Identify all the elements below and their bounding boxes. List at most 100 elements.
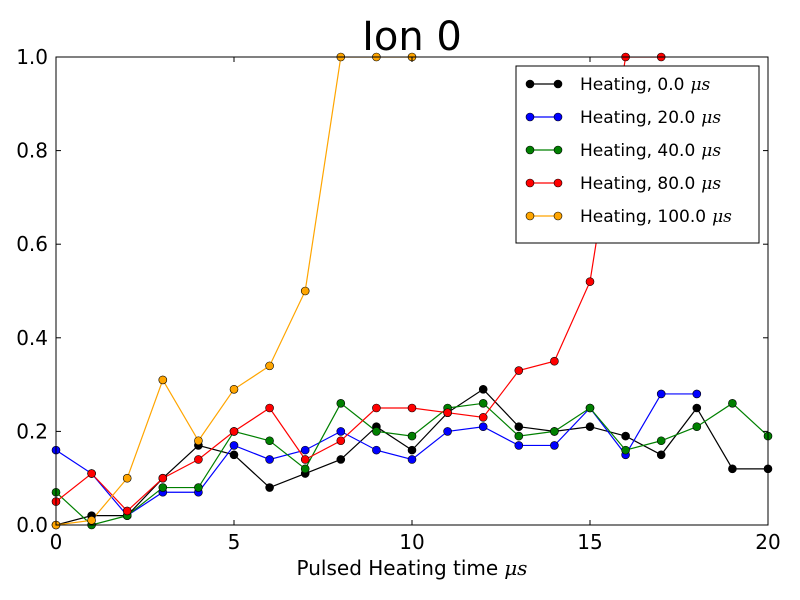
series-heating-0-0-point — [478, 384, 488, 394]
x-axis-label: Pulsed Heating time μs — [297, 556, 528, 580]
series-heating-20-0-point — [550, 441, 559, 450]
series-heating-20-0-point — [265, 455, 274, 464]
series-heating-20-0-point — [656, 389, 666, 399]
legend-entry-label: Heating, 100.0 μs — [580, 207, 732, 227]
legend-swatch-marker — [553, 178, 563, 188]
series-heating-80-0-point — [158, 473, 168, 483]
series-heating-20-0-point — [478, 422, 488, 432]
series-heating-80-0-point — [585, 277, 595, 286]
series-heating-20-0-point — [407, 455, 417, 464]
legend-entry-label: Heating, 80.0 μs — [580, 174, 721, 194]
legend-entry-name: Heating, 20.0 — [580, 108, 695, 128]
legend-entry-name: Heating, 40.0 — [580, 141, 695, 161]
y-tick-label: 1.0 — [16, 45, 48, 69]
series-heating-40-0-point — [336, 399, 346, 408]
axes: 0 5 10 15 20 0.0 0.2 0.4 0.6 0.8 1.0 — [16, 45, 781, 554]
series-heating-0-0-point — [585, 422, 595, 432]
series-heating-40-0-line — [56, 402, 768, 525]
series-heating-0-0-point — [656, 450, 666, 460]
legend-swatch-marker — [525, 145, 535, 155]
series-heating-80-0-point — [300, 455, 310, 464]
x-tick-label: 15 — [577, 530, 602, 554]
series-heating-40-0-point — [158, 483, 168, 492]
series-heating-80-0-point — [407, 403, 417, 413]
series-heating-0-0-point — [514, 422, 524, 432]
x-axis-label-unit: μs — [504, 556, 527, 580]
series-heating-0-0-point — [336, 455, 346, 464]
y-tick-label: 0.0 — [16, 513, 48, 537]
series-heating-40-0-point — [550, 427, 559, 436]
series-heating-20-0-point — [336, 427, 346, 436]
series-heating-100-0-point — [87, 516, 96, 525]
x-tick-label: 0 — [50, 530, 63, 554]
legend-swatch-marker — [525, 79, 535, 89]
series-heating-0-0-point — [407, 445, 417, 455]
series-heating-80-0-point — [478, 413, 488, 422]
y-tick-label: 0.4 — [16, 326, 48, 350]
series-heating-20-0-point — [514, 441, 524, 450]
series-heating-40-0-point — [372, 427, 381, 436]
series-heating-100-0-point — [300, 286, 310, 296]
series-heating-80-0-point — [265, 403, 274, 413]
series-heating-0-0-point — [621, 431, 630, 441]
legend-entry-unit: μs — [701, 108, 721, 128]
series-heating-20-0-point — [692, 389, 702, 399]
legend-entry-label: Heating, 0.0 μs — [580, 75, 711, 95]
legend-swatch-marker — [553, 145, 563, 155]
y-tick-label: 0.6 — [16, 232, 48, 256]
legend-swatch-marker — [553, 211, 563, 221]
series-heating-80-0-line — [56, 57, 662, 512]
legend-entry-unit: μs — [712, 207, 732, 227]
legend-entry-unit: μs — [701, 174, 721, 194]
series-heating-0-0-point — [229, 450, 239, 460]
x-tick-label: 20 — [755, 530, 780, 554]
series-heating-0-0-point — [728, 464, 737, 474]
series-heating-80-0-point — [550, 356, 559, 366]
legend-entry-label: Heating, 40.0 μs — [580, 141, 721, 161]
series-markers — [51, 52, 773, 530]
series-heating-40-0-point — [656, 436, 666, 446]
legend-swatch-marker — [525, 112, 535, 122]
y-tick-label: 0.8 — [16, 139, 48, 163]
series-heating-40-0-point — [692, 422, 702, 432]
series-heating-40-0-point — [514, 431, 524, 441]
series-heating-0-0-point — [692, 403, 702, 413]
series-heating-40-0-point — [478, 399, 488, 408]
series-heating-40-0-point — [585, 403, 595, 413]
legend-entry-name: Heating, 0.0 — [580, 75, 684, 95]
series-heating-20-0-point — [372, 445, 381, 455]
series-heating-40-0-point — [407, 431, 417, 441]
legend-swatch-marker — [525, 211, 535, 221]
series-heating-20-0-point — [229, 441, 239, 450]
series-heating-40-0-point — [300, 464, 310, 474]
legend-entry-name: Heating, 100.0 — [580, 207, 706, 227]
legend-entry-unit: μs — [701, 141, 721, 161]
series-heating-20-0-point — [443, 427, 452, 436]
chart-title: Ion 0 — [362, 14, 462, 60]
series-heating-80-0-point — [229, 427, 239, 436]
legend-swatch-marker — [525, 178, 535, 188]
x-tick-label: 10 — [399, 530, 424, 554]
series-heating-80-0-point — [514, 366, 524, 375]
series-heating-100-0-point — [194, 436, 203, 446]
series-heating-100-0-point — [265, 361, 274, 371]
series-heating-40-0-point — [194, 483, 203, 492]
legend-swatch-marker — [553, 79, 563, 89]
legend-entry-label: Heating, 20.0 μs — [580, 108, 721, 128]
series-heating-80-0-point — [372, 403, 381, 413]
series-heating-40-0-point — [728, 399, 737, 408]
legend-entry-name: Heating, 80.0 — [580, 174, 695, 194]
series-heating-80-0-point — [87, 469, 96, 478]
series-heating-100-0-point — [122, 473, 132, 483]
series-heating-40-0-point — [621, 445, 630, 455]
series-heating-80-0-point — [443, 408, 452, 417]
plot-area — [51, 52, 773, 530]
series-heating-0-0-point — [265, 483, 274, 492]
series-heating-80-0-point — [122, 506, 132, 516]
legend-swatch-marker — [553, 112, 563, 122]
series-heating-80-0-point — [194, 455, 203, 464]
series-heating-100-0-point — [158, 375, 168, 385]
x-tick-label: 5 — [228, 530, 241, 554]
